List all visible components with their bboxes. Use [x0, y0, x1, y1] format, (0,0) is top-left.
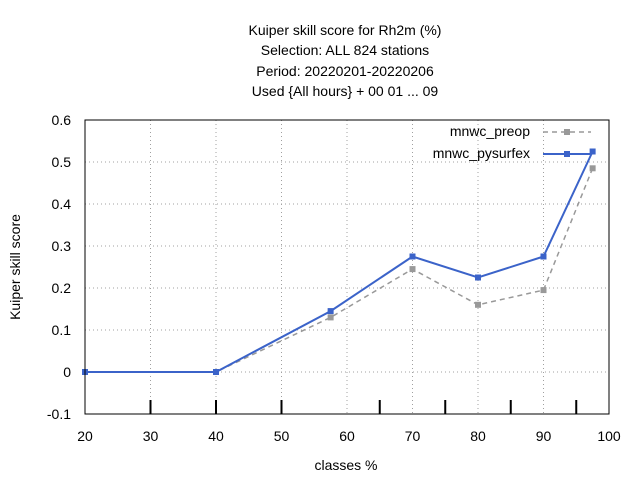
y-tick-label: 0.2	[52, 280, 72, 296]
x-tick-label: 20	[77, 428, 93, 444]
y-axis-label: Kuiper skill score	[7, 214, 23, 320]
chart-title-line-3: Period: 20220201-20220206	[256, 63, 434, 79]
y-tick-label: -0.1	[47, 406, 71, 422]
data-point-mnwc_pysurfex	[540, 253, 547, 260]
x-tick-labels: 20 30 40 50 60 70 80 90 100	[77, 428, 621, 444]
x-tick-label: 100	[597, 428, 621, 444]
x-tick-label: 90	[536, 428, 552, 444]
y-tick-label: 0.1	[52, 322, 72, 338]
data-point-mnwc_preop	[589, 165, 596, 172]
x-tick-label: 70	[405, 428, 421, 444]
data-point-mnwc_pysurfex	[213, 369, 219, 375]
chart-title-line-4: Used {All hours} + 00 01 ... 09	[252, 83, 439, 99]
class-marks	[149, 400, 578, 414]
data-point-mnwc_preop	[475, 301, 481, 308]
chart-title-line-2: Selection: ALL 824 stations	[261, 42, 429, 58]
data-point-mnwc_preop	[327, 314, 334, 321]
data-point-mnwc_pysurfex	[327, 308, 334, 315]
y-tick-label: 0.6	[52, 112, 72, 128]
x-axis-label: classes %	[314, 457, 377, 473]
legend: mnwc_preop mnwc_pysurfex	[433, 123, 591, 161]
y-tick-labels: -0.1 0 0.1 0.2 0.3 0.4 0.5 0.6	[47, 112, 71, 422]
legend-label-mnwc_preop: mnwc_preop	[450, 123, 530, 139]
x-tick-label: 60	[339, 428, 355, 444]
legend-marker-mnwc_pysurfex	[564, 151, 570, 157]
data-point-mnwc_pysurfex	[589, 148, 596, 155]
series-line-mnwc_pysurfex	[85, 151, 594, 373]
plot-frame	[84, 119, 610, 415]
y-tick-label: 0	[63, 364, 71, 380]
x-tick-label: 50	[274, 428, 290, 444]
grid-lines	[85, 120, 609, 414]
series-line-mnwc_preop	[85, 168, 594, 373]
x-tick-label: 80	[470, 428, 486, 444]
y-tick-label: 0.4	[52, 196, 72, 212]
x-tick-label: 30	[143, 428, 159, 444]
data-point-mnwc_preop	[409, 266, 416, 273]
series-lines	[82, 148, 596, 375]
data-point-mnwc_pysurfex	[475, 274, 481, 281]
x-tick-label: 40	[208, 428, 224, 444]
y-tick-label: 0.5	[52, 154, 72, 170]
legend-marker-mnwc_preop	[564, 129, 570, 135]
y-tick-label: 0.3	[52, 238, 72, 254]
data-point-mnwc_pysurfex	[409, 253, 416, 260]
legend-label-mnwc_pysurfex: mnwc_pysurfex	[433, 145, 530, 161]
data-point-mnwc_preop	[540, 287, 547, 294]
chart-title-line-1: Kuiper skill score for Rh2m (%)	[249, 22, 442, 38]
